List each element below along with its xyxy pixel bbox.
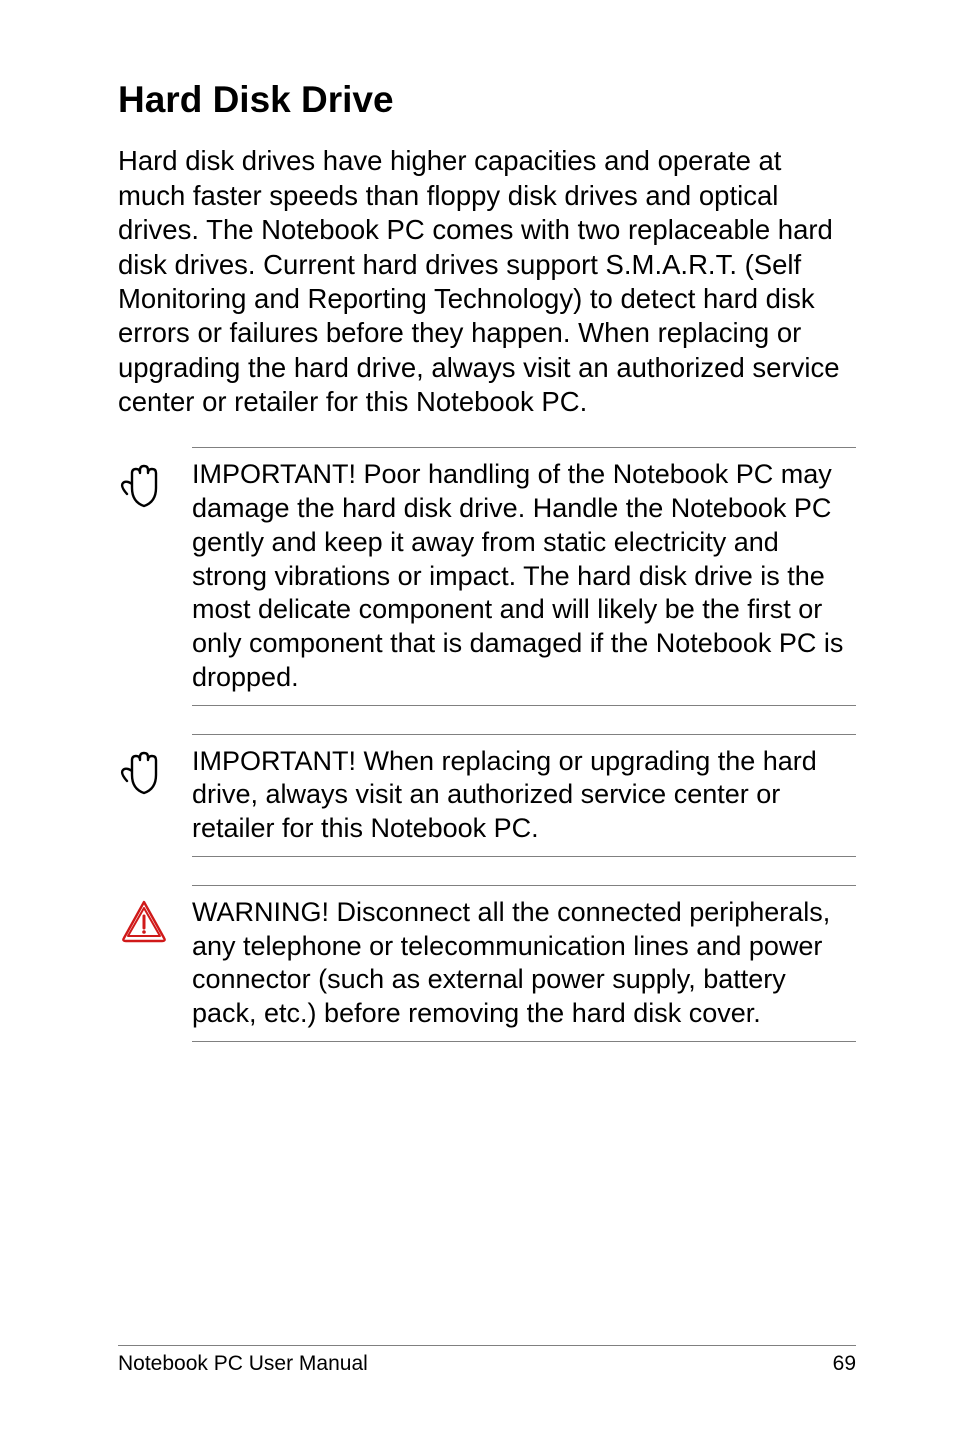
divider	[192, 856, 856, 857]
note-text: IMPORTANT! Poor handling of the Notebook…	[192, 458, 856, 694]
note-important-1: IMPORTANT! Poor handling of the Notebook…	[118, 447, 856, 705]
icon-column	[118, 458, 170, 514]
note-important-2: IMPORTANT! When replacing or upgrading t…	[118, 734, 856, 857]
icon-column	[118, 896, 170, 944]
divider	[192, 1041, 856, 1042]
hand-stop-icon	[119, 747, 169, 801]
page-number: 69	[833, 1352, 856, 1376]
intro-paragraph: Hard disk drives have higher capacities …	[118, 144, 856, 419]
divider	[192, 447, 856, 448]
note-warning: WARNING! Disconnect all the connected pe…	[118, 885, 856, 1042]
divider	[192, 705, 856, 706]
page-footer: Notebook PC User Manual 69	[118, 1345, 856, 1376]
page: Hard Disk Drive Hard disk drives have hi…	[0, 0, 954, 1438]
note-row: IMPORTANT! Poor handling of the Notebook…	[118, 458, 856, 694]
note-row: IMPORTANT! When replacing or upgrading t…	[118, 745, 856, 846]
divider	[192, 734, 856, 735]
note-text: IMPORTANT! When replacing or upgrading t…	[192, 745, 856, 846]
warning-triangle-icon	[120, 898, 168, 944]
hand-stop-icon	[119, 460, 169, 514]
divider	[192, 885, 856, 886]
page-title: Hard Disk Drive	[118, 78, 856, 122]
note-row: WARNING! Disconnect all the connected pe…	[118, 896, 856, 1031]
note-text: WARNING! Disconnect all the connected pe…	[192, 896, 856, 1031]
icon-column	[118, 745, 170, 801]
footer-title: Notebook PC User Manual	[118, 1352, 368, 1376]
divider	[118, 1345, 856, 1346]
footer-row: Notebook PC User Manual 69	[118, 1352, 856, 1376]
